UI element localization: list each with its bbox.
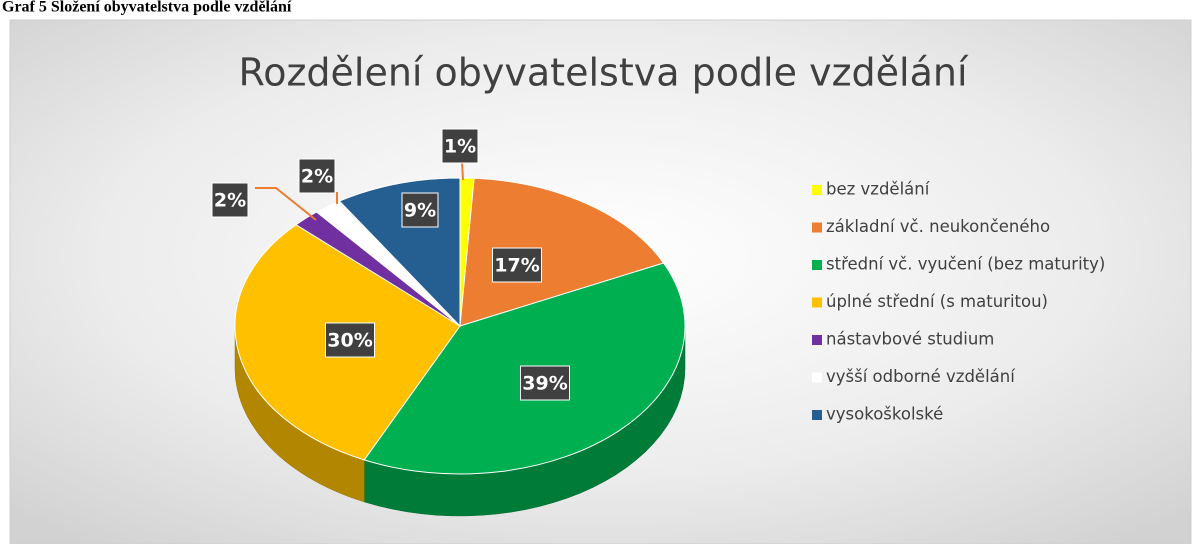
chart-title: Rozdělení obyvatelstva podle vzdělání (239, 51, 969, 95)
legend-swatch (812, 222, 822, 233)
legend-label: vysokoškolské (826, 405, 943, 424)
legend-swatch (812, 410, 822, 420)
legend-label: základní vč. neukončeného (826, 217, 1050, 236)
data-label: 30% (327, 330, 372, 352)
data-label-box (298, 158, 336, 194)
data-label-box (401, 192, 439, 228)
data-label-box (211, 182, 249, 218)
legend-swatch (812, 297, 822, 308)
slice (459, 177, 665, 327)
legend-swatch (812, 335, 822, 345)
data-label: 2% (301, 166, 333, 188)
legend-swatch (812, 372, 822, 383)
data-label-box (441, 128, 479, 164)
leader-line (461, 161, 464, 181)
legend-label: úplné střední (s maturitou) (826, 292, 1048, 311)
data-label: 17% (494, 255, 539, 277)
data-label: 39% (522, 373, 567, 395)
data-label: 1% (444, 136, 476, 158)
data-label-box (325, 322, 375, 358)
legend-swatch (812, 185, 822, 195)
legend-label: vyšší odborné vzdělání (826, 367, 1016, 386)
legend-label: bez vzdělání (826, 180, 931, 199)
legend-label: střední vč. vyučení (bez maturity) (826, 255, 1105, 274)
data-label: 2% (214, 190, 246, 212)
leader-line (255, 187, 317, 221)
legend-label: nástavbové studium (826, 330, 994, 349)
data-label-box (520, 365, 570, 401)
legend-swatch (812, 260, 822, 270)
caption: Graf 5 Složení obyvatelstva podle vzdělá… (2, 0, 292, 16)
data-label: 9% (404, 200, 436, 222)
data-label-box (492, 247, 542, 283)
